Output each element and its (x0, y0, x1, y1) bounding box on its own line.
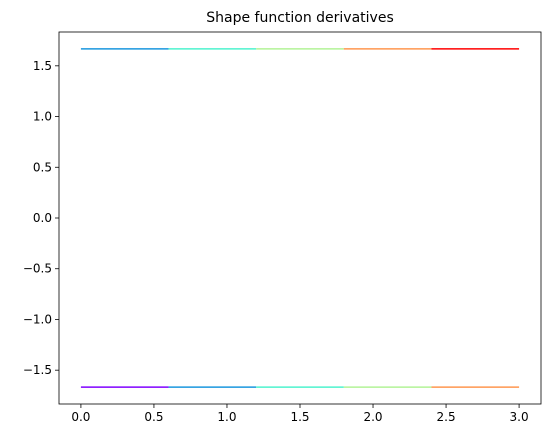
y-tick-label-6: −1.5 (23, 363, 52, 377)
y-tick-label-1: 1.0 (33, 110, 52, 124)
x-tick-label-4: 2.0 (363, 410, 382, 424)
x-tick-label-3: 1.5 (290, 410, 309, 424)
ticks-layer: 0.0 0.5 1.0 1.5 2.0 2.5 3.0 1.5 1.0 0.5 0.0 −0.5 −1.… (23, 59, 529, 424)
x-tick-label-0: 0.0 (71, 410, 90, 424)
x-tick-label-5: 2.5 (437, 410, 456, 424)
y-tick-label-5: −1.0 (23, 312, 52, 326)
x-tick-label-2: 1.0 (217, 410, 236, 424)
chart-title: Shape function derivatives (206, 10, 394, 26)
y-tick-label-0: 1.5 (33, 59, 52, 73)
plot-frame (58, 31, 542, 405)
y-tick-label-3: 0.0 (33, 211, 52, 225)
x-tick-label-6: 3.0 (510, 410, 529, 424)
y-tick-label-4: −0.5 (23, 262, 52, 276)
x-tick-label-1: 0.5 (144, 410, 163, 424)
y-tick-label-2: 0.5 (33, 160, 52, 174)
series-layer (80, 48, 520, 388)
